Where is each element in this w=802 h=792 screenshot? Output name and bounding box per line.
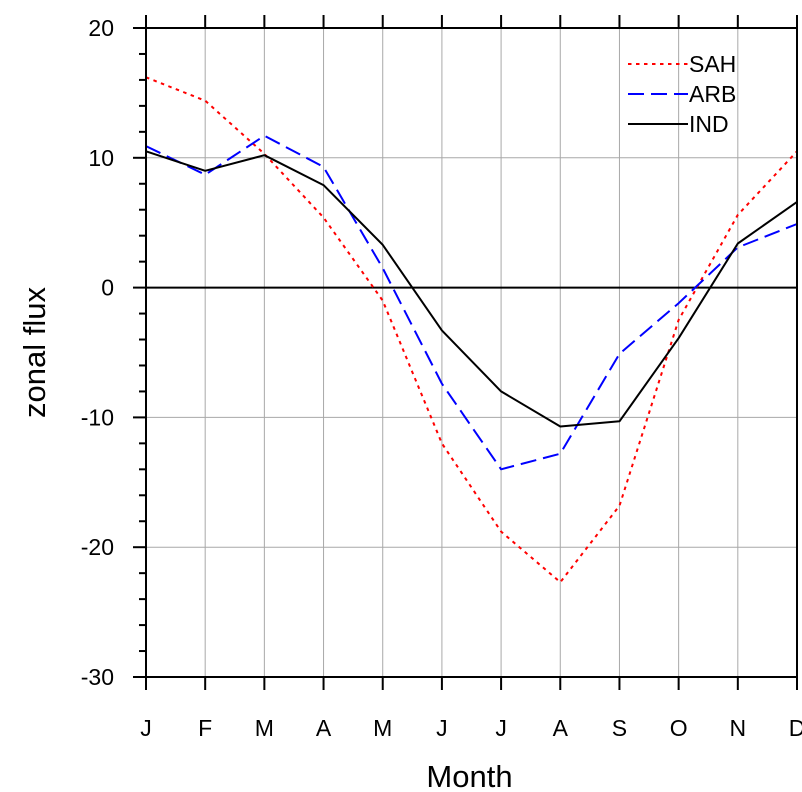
x-tick-label-5: J — [436, 715, 448, 741]
grid-lines — [146, 28, 797, 677]
series-line-ind — [145, 150, 798, 428]
x-tick-label-8: S — [612, 715, 627, 741]
x-tick-label-6: J — [495, 715, 507, 741]
y-tick-label-0: 0 — [101, 275, 114, 301]
x-tick-label-0: J — [140, 715, 152, 741]
y-tick-label-10: 10 — [88, 145, 114, 171]
series-line-sah — [145, 76, 798, 584]
x-tick-label-2: M — [255, 715, 274, 741]
x-tick-label-3: A — [316, 715, 332, 741]
y-tick-label-20: 20 — [88, 15, 114, 41]
x-tick-label-11: D — [789, 715, 802, 741]
x-tick-label-7: A — [553, 715, 569, 741]
legend-label-ind: IND — [689, 111, 729, 137]
legend-label-sah: SAH — [689, 51, 736, 77]
plot-frame — [145, 27, 798, 678]
x-tick-label-10: N — [730, 715, 747, 741]
series-lines — [145, 76, 798, 584]
plot-border — [145, 27, 798, 678]
x-tick-label-9: O — [670, 715, 688, 741]
y-tick-label--30: -30 — [81, 664, 114, 690]
y-tick-label--20: -20 — [81, 534, 114, 560]
y-axis-title: zonal flux — [17, 287, 52, 418]
x-axis-title: Month — [426, 759, 512, 792]
series-line-arb — [145, 134, 798, 471]
x-tick-label-1: F — [198, 715, 212, 741]
axis-ticks — [133, 15, 798, 690]
legend-label-arb: ARB — [689, 81, 736, 107]
x-tick-label-4: M — [373, 715, 392, 741]
y-tick-label--10: -10 — [81, 404, 114, 430]
legend: SAH ARB IND — [628, 51, 736, 137]
tick-labels: J F M A M J J A S O N D -30 -20 -10 0 10 20 — [81, 15, 802, 741]
